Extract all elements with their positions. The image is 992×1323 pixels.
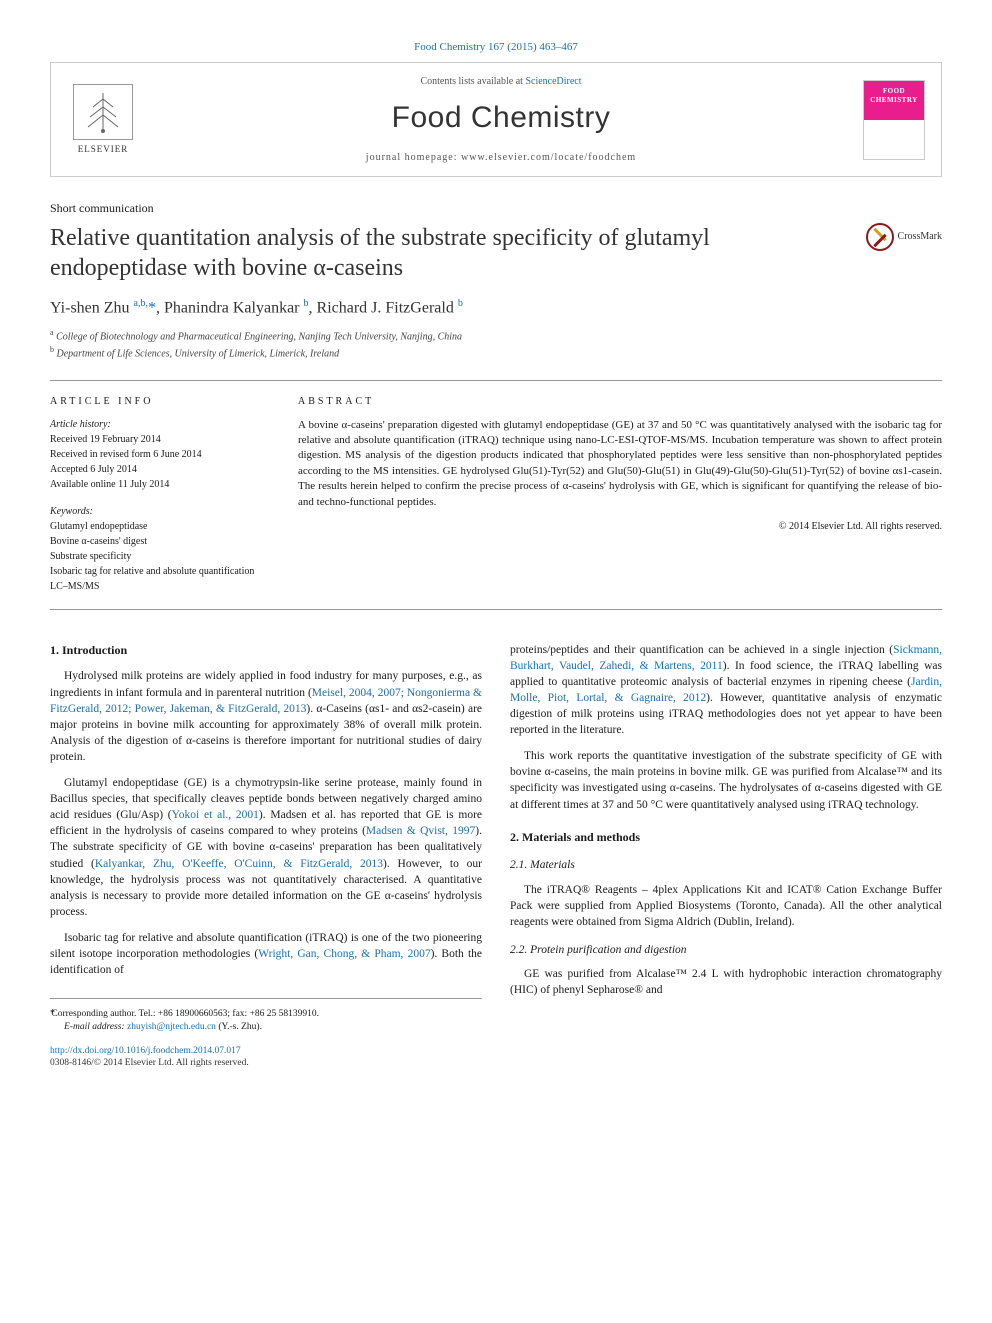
col2-para-2: This work reports the quantitative inves…: [510, 748, 942, 812]
journal-header: ELSEVIER Contents lists available at Sci…: [50, 62, 942, 177]
abstract-head: ABSTRACT: [298, 395, 942, 408]
intro-para-3: Isobaric tag for relative and absolute q…: [50, 930, 482, 978]
cover-text-line2: CHEMISTRY: [870, 96, 917, 105]
keywords-head: Keywords:: [50, 505, 270, 518]
corr-text: Corresponding author. Tel.: +86 18900660…: [51, 1009, 319, 1019]
issn-copyright: 0308-8146/© 2014 Elsevier Ltd. All right…: [50, 1057, 942, 1069]
intro-p2-ref1[interactable]: Yokoi et al., 2001: [172, 809, 259, 821]
right-column: proteins/peptides and their quantificati…: [510, 642, 942, 1035]
col2-p1-pre: proteins/peptides and their quantificati…: [510, 644, 893, 656]
intro-para-2: Glutamyl endopeptidase (GE) is a chymotr…: [50, 775, 482, 920]
abstract-block: ABSTRACT A bovine α-caseins' preparation…: [298, 395, 942, 595]
intro-p2-ref3[interactable]: Kalyankar, Zhu, O'Keeffe, O'Cuinn, & Fit…: [95, 858, 383, 870]
keyword-line: LC–MS/MS: [50, 580, 270, 593]
crossmark-label: CrossMark: [898, 230, 942, 243]
section-1-head: 1. Introduction: [50, 642, 482, 659]
contents-prefix: Contents lists available at: [420, 76, 525, 87]
history-line: Accepted 6 July 2014: [50, 463, 270, 476]
affiliation-line: a College of Biotechnology and Pharmaceu…: [50, 327, 942, 344]
contents-line: Contents lists available at ScienceDirec…: [155, 75, 847, 88]
corresponding-author-footer: * Corresponding author. Tel.: +86 189006…: [50, 998, 482, 1035]
info-abstract-row: ARTICLE INFO Article history: Received 1…: [50, 380, 942, 610]
intro-p2-ref2[interactable]: Madsen & Qvist, 1997: [366, 825, 475, 837]
keyword-line: Glutamyl endopeptidase: [50, 520, 270, 533]
citation-line: Food Chemistry 167 (2015) 463–467: [50, 40, 942, 54]
history-head: Article history:: [50, 418, 270, 431]
history-line: Received in revised form 6 June 2014: [50, 448, 270, 461]
body-columns: 1. Introduction Hydrolysed milk proteins…: [50, 642, 942, 1035]
history-line: Received 19 February 2014: [50, 433, 270, 446]
col2-para-1: proteins/peptides and their quantificati…: [510, 642, 942, 739]
abstract-text: A bovine α-caseins' preparation digested…: [298, 418, 942, 510]
journal-name: Food Chemistry: [155, 98, 847, 137]
title-row: Relative quantitation analysis of the su…: [50, 223, 942, 283]
left-column: 1. Introduction Hydrolysed milk proteins…: [50, 642, 482, 1035]
email-tail: (Y.-s. Zhu).: [216, 1022, 262, 1032]
journal-cover-thumbnail: FOOD CHEMISTRY: [863, 80, 925, 160]
section-2-1-head: 2.1. Materials: [510, 857, 942, 873]
elsevier-logo: ELSEVIER: [67, 80, 139, 160]
keyword-line: Isobaric tag for relative and absolute q…: [50, 565, 270, 578]
section-2-head: 2. Materials and methods: [510, 829, 942, 846]
section-2-2-head: 2.2. Protein purification and digestion: [510, 942, 942, 958]
history-line: Available online 11 July 2014: [50, 478, 270, 491]
article-info-block: ARTICLE INFO Article history: Received 1…: [50, 395, 270, 595]
email-label: E-mail address:: [64, 1022, 127, 1032]
header-center: Contents lists available at ScienceDirec…: [155, 75, 847, 164]
doi-link[interactable]: http://dx.doi.org/10.1016/j.foodchem.201…: [50, 1045, 942, 1057]
ppd-para: GE was purified from Alcalase™ 2.4 L wit…: [510, 966, 942, 998]
homepage-line: journal homepage: www.elsevier.com/locat…: [155, 151, 847, 164]
email-link[interactable]: zhuyish@njtech.edu.cn: [127, 1022, 216, 1032]
affiliations: a College of Biotechnology and Pharmaceu…: [50, 327, 942, 362]
affiliation-line: b Department of Life Sciences, Universit…: [50, 344, 942, 361]
homepage-label: journal homepage:: [366, 152, 461, 163]
authors-line: Yi-shen Zhu a,b,*, Phanindra Kalyankar b…: [50, 297, 942, 319]
keyword-line: Bovine α-caseins' digest: [50, 535, 270, 548]
elsevier-tree-icon: [73, 84, 133, 140]
sciencedirect-link[interactable]: ScienceDirect: [525, 76, 581, 87]
article-title: Relative quantitation analysis of the su…: [50, 223, 846, 283]
intro-para-1: Hydrolysed milk proteins are widely appl…: [50, 668, 482, 765]
materials-para: The iTRAQ® Reagents – 4plex Applications…: [510, 882, 942, 930]
article-type: Short communication: [50, 201, 942, 217]
abstract-copyright: © 2014 Elsevier Ltd. All rights reserved…: [298, 520, 942, 533]
intro-p3-ref[interactable]: Wright, Gan, Chong, & Pham, 2007: [258, 948, 430, 960]
article-info-head: ARTICLE INFO: [50, 395, 270, 408]
elsevier-text: ELSEVIER: [78, 144, 129, 156]
cover-text-line1: FOOD: [883, 87, 905, 96]
crossmark-badge[interactable]: CrossMark: [866, 223, 942, 251]
crossmark-icon: [866, 223, 894, 251]
homepage-url[interactable]: www.elsevier.com/locate/foodchem: [461, 152, 636, 163]
keyword-line: Substrate specificity: [50, 550, 270, 563]
